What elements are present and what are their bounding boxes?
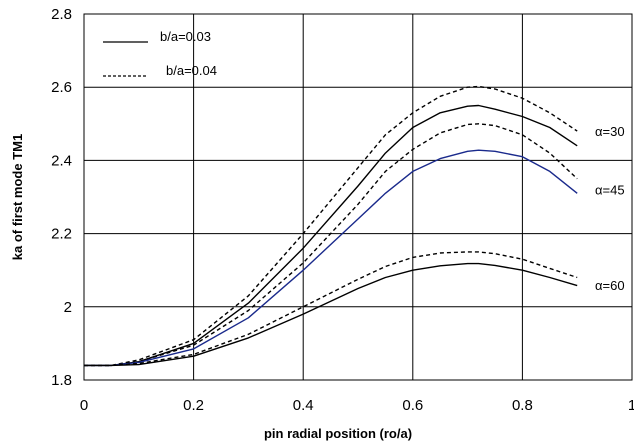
y-tick-labels: 1.8 2 2.2 2.4 2.6 2.8 (51, 6, 72, 389)
x-axis-title: pin radial position (ro/a) (264, 426, 412, 441)
curve-label: α=30 (595, 124, 625, 139)
x-tick-label: 0.4 (293, 397, 314, 414)
x-tick-label: 1 (628, 397, 634, 414)
curve-label: α=45 (595, 183, 625, 198)
y-tick-label: 2.8 (51, 6, 72, 23)
series-line-dashed-5 (84, 251, 578, 367)
y-axis-title: ka of first mode TM1 (10, 134, 25, 260)
y-tick-label: 2.2 (51, 226, 72, 243)
legend: b/a=0.03 b/a=0.04 (103, 29, 217, 78)
plot-frame (83, 13, 633, 381)
x-tick-label: 0.8 (512, 397, 533, 414)
curve-label: α=60 (595, 278, 625, 293)
curve-labels: α=30 α=45 α=60 (595, 124, 625, 293)
x-tick-label: 0 (80, 397, 88, 414)
series-line-solid-6 (84, 262, 578, 367)
grid-lines (84, 14, 632, 380)
x-tick-label: 0.6 (402, 397, 423, 414)
series-line-dashed-1 (84, 85, 578, 367)
x-tick-labels: 0 0.2 0.4 0.6 0.8 1 (80, 397, 634, 414)
legend-label: b/a=0.03 (160, 29, 211, 44)
series-layer (84, 85, 578, 367)
y-tick-label: 1.8 (51, 372, 72, 389)
series-line-solid-4 (84, 149, 578, 367)
x-tick-label: 0.2 (183, 397, 204, 414)
y-tick-label: 2.4 (51, 152, 72, 169)
y-tick-label: 2 (64, 299, 72, 316)
series-line-solid-2 (84, 104, 578, 367)
y-tick-label: 2.6 (51, 79, 72, 96)
legend-label: b/a=0.04 (166, 63, 217, 78)
